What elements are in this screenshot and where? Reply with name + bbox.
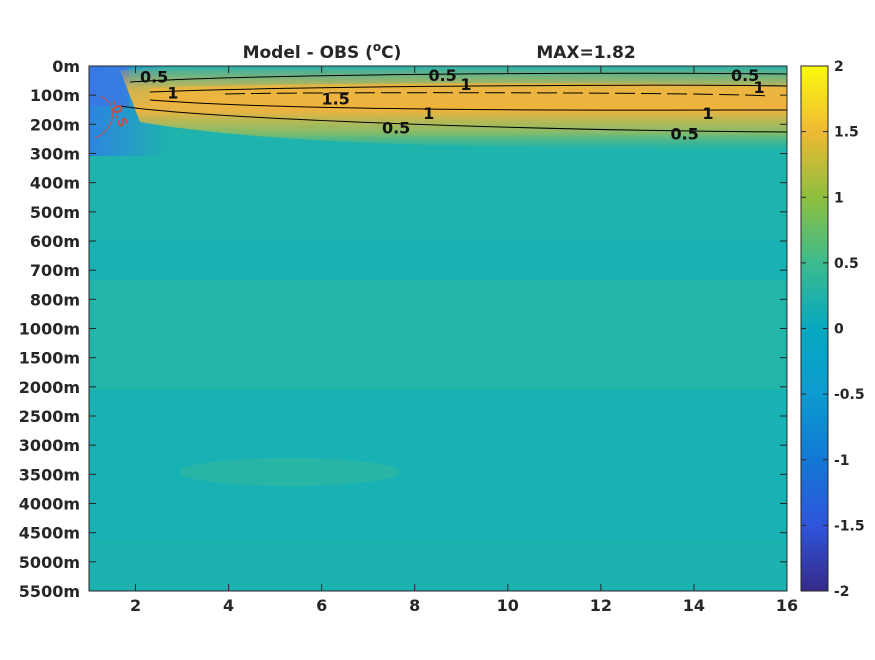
colorbar-tick-label: -2: [834, 584, 850, 600]
y-tick-label: 600m: [30, 232, 80, 251]
contour-label: 0.5: [382, 119, 410, 138]
contour-1-upper: [149, 84, 787, 93]
colorbar-tick-label: 2: [834, 59, 844, 75]
contour-label: 0.5: [428, 66, 456, 85]
y-tick-label: 800m: [30, 290, 80, 309]
contour-label: 0.5: [731, 66, 759, 85]
y-axis: 0m 100m 200m 300m 400m 500m 600m 700m 800m 1000m 1…: [19, 57, 787, 601]
y-tick-label: 3000m: [19, 436, 80, 455]
contour-label: 1: [702, 104, 713, 123]
colorbar-tick-label: -0.5: [834, 387, 865, 403]
y-tick-label: 1000m: [19, 320, 80, 339]
x-tick-label: 6: [316, 596, 327, 615]
y-tick-label: 5000m: [19, 553, 80, 572]
contour-label: 1: [460, 75, 471, 94]
y-tick-label: 2500m: [19, 407, 80, 426]
y-tick-label: 300m: [30, 145, 80, 164]
contour-label: 0.5: [140, 68, 168, 87]
contour-label: 1: [423, 104, 434, 123]
x-tick-label: 16: [776, 596, 798, 615]
contour-0.5-lower: [119, 105, 787, 133]
contour-labels: 0.510.5 1 0.511.51 10.5 0.5-0.5: [106, 66, 765, 143]
max-value-label: MAX=1.82: [536, 43, 635, 63]
contour-lines: [94, 72, 787, 139]
x-axis: 2 4 6 8 10 12 14 16: [130, 66, 798, 615]
y-tick-label: 700m: [30, 261, 80, 280]
colorbar-tick-label: -1: [834, 453, 850, 469]
colorbar-ticks: 2 1.5 1 0.5 0 -0.5 -1 -1.5 -2: [801, 59, 865, 600]
x-tick-label: 2: [130, 596, 141, 615]
contour-1-lower: [149, 99, 787, 111]
x-tick-label: 4: [223, 596, 234, 615]
y-tick-label: 400m: [30, 174, 80, 193]
colorbar-tick-label: -1.5: [834, 518, 865, 534]
x-tick-label: 8: [409, 596, 420, 615]
contour-1.5: [224, 92, 771, 97]
y-tick-label: 1500m: [19, 349, 80, 368]
contour-0.5-upper: [129, 72, 787, 83]
chart-title: Model - OBS (oC): [243, 40, 402, 63]
x-tick-label: 10: [497, 596, 519, 615]
colorbar-tick-label: 1: [834, 190, 844, 206]
y-tick-label: 2000m: [19, 378, 80, 397]
contour-label: 1: [754, 78, 765, 97]
contour-label: 0.5: [670, 125, 698, 144]
y-tick-label: 4000m: [19, 495, 80, 514]
contour-neg-0.5: [94, 95, 114, 139]
contour-label: 1.5: [321, 90, 349, 109]
y-tick-label: 200m: [30, 115, 80, 134]
x-tick-label: 14: [683, 596, 705, 615]
y-tick-label: 0m: [52, 57, 80, 76]
colorbar-tick-label: 0: [834, 322, 844, 338]
y-tick-label: 5500m: [19, 582, 80, 601]
y-tick-label: 500m: [30, 203, 80, 222]
heatmap-field: [89, 66, 787, 591]
colorbar-tick-label: 0.5: [834, 256, 859, 272]
y-tick-label: 100m: [30, 86, 80, 105]
x-tick-label: 12: [590, 596, 612, 615]
y-tick-label: 4500m: [19, 524, 80, 543]
y-tick-label: 3500m: [19, 465, 80, 484]
colorbar-tick-label: 1.5: [834, 125, 859, 141]
contour-label: 1: [167, 84, 178, 103]
